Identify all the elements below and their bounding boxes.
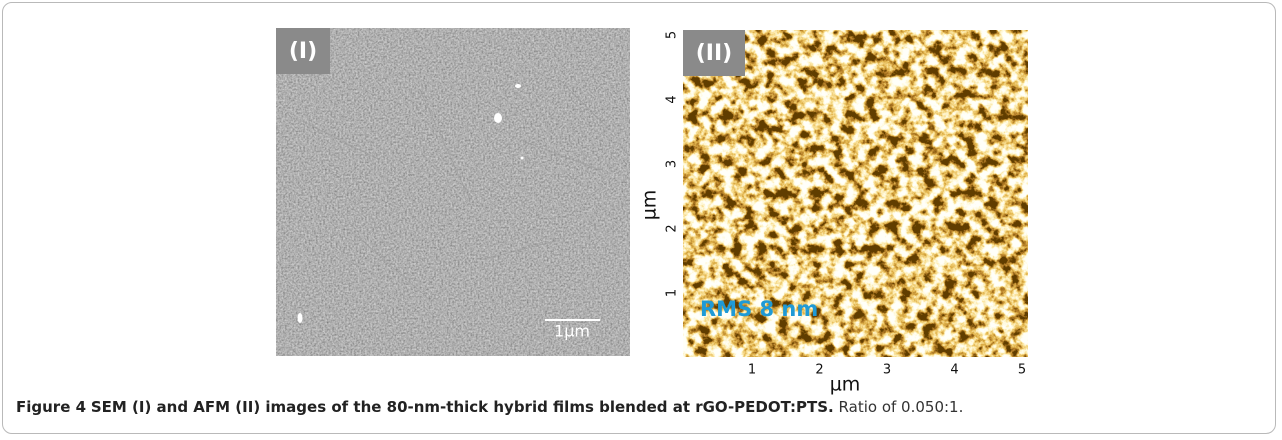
panel-label-box [683, 30, 745, 76]
scale-bar-label: 1µm [554, 322, 590, 341]
x-axis-label: µm [830, 374, 861, 396]
x-tick-label: 1 [748, 363, 756, 378]
x-tick-label: 2 [815, 363, 823, 378]
panel-label: (II) [696, 41, 732, 66]
panel-label-box [276, 28, 330, 74]
sem-image [276, 28, 630, 356]
y-tick-label: 4 [665, 95, 680, 103]
y-axis-label: µm [639, 190, 661, 221]
x-tick-label: 3 [883, 363, 891, 378]
panel-label: (I) [289, 39, 317, 64]
caption: Figure 4 SEM (I) and AFM (II) images of … [16, 398, 963, 416]
x-tick-label: 5 [1018, 363, 1026, 378]
figure: (I) 1µm (II) RMS 8 nm 1 2 3 4 5 1 2 3 4 5 µm µm [276, 28, 1028, 396]
figure-frame [2, 2, 1276, 434]
caption-label: Figure 4 [16, 398, 87, 416]
y-tick-label: 3 [665, 160, 680, 168]
caption-title: SEM (I) and AFM (II) images of the 80-nm… [90, 398, 834, 416]
y-tick-label: 5 [665, 31, 680, 39]
y-ticks: 1 2 3 4 5 [665, 31, 680, 297]
sem-particles [297, 84, 524, 323]
caption-text: Ratio of 0.050:1. [838, 398, 964, 416]
afm-image [683, 30, 1028, 357]
y-tick-label: 2 [665, 224, 680, 232]
y-tick-label: 1 [665, 289, 680, 297]
sem-fibers [299, 79, 611, 301]
rms-annotation: RMS 8 nm [700, 297, 818, 321]
x-ticks: 1 2 3 4 5 [748, 363, 1026, 378]
x-tick-label: 4 [950, 363, 958, 378]
